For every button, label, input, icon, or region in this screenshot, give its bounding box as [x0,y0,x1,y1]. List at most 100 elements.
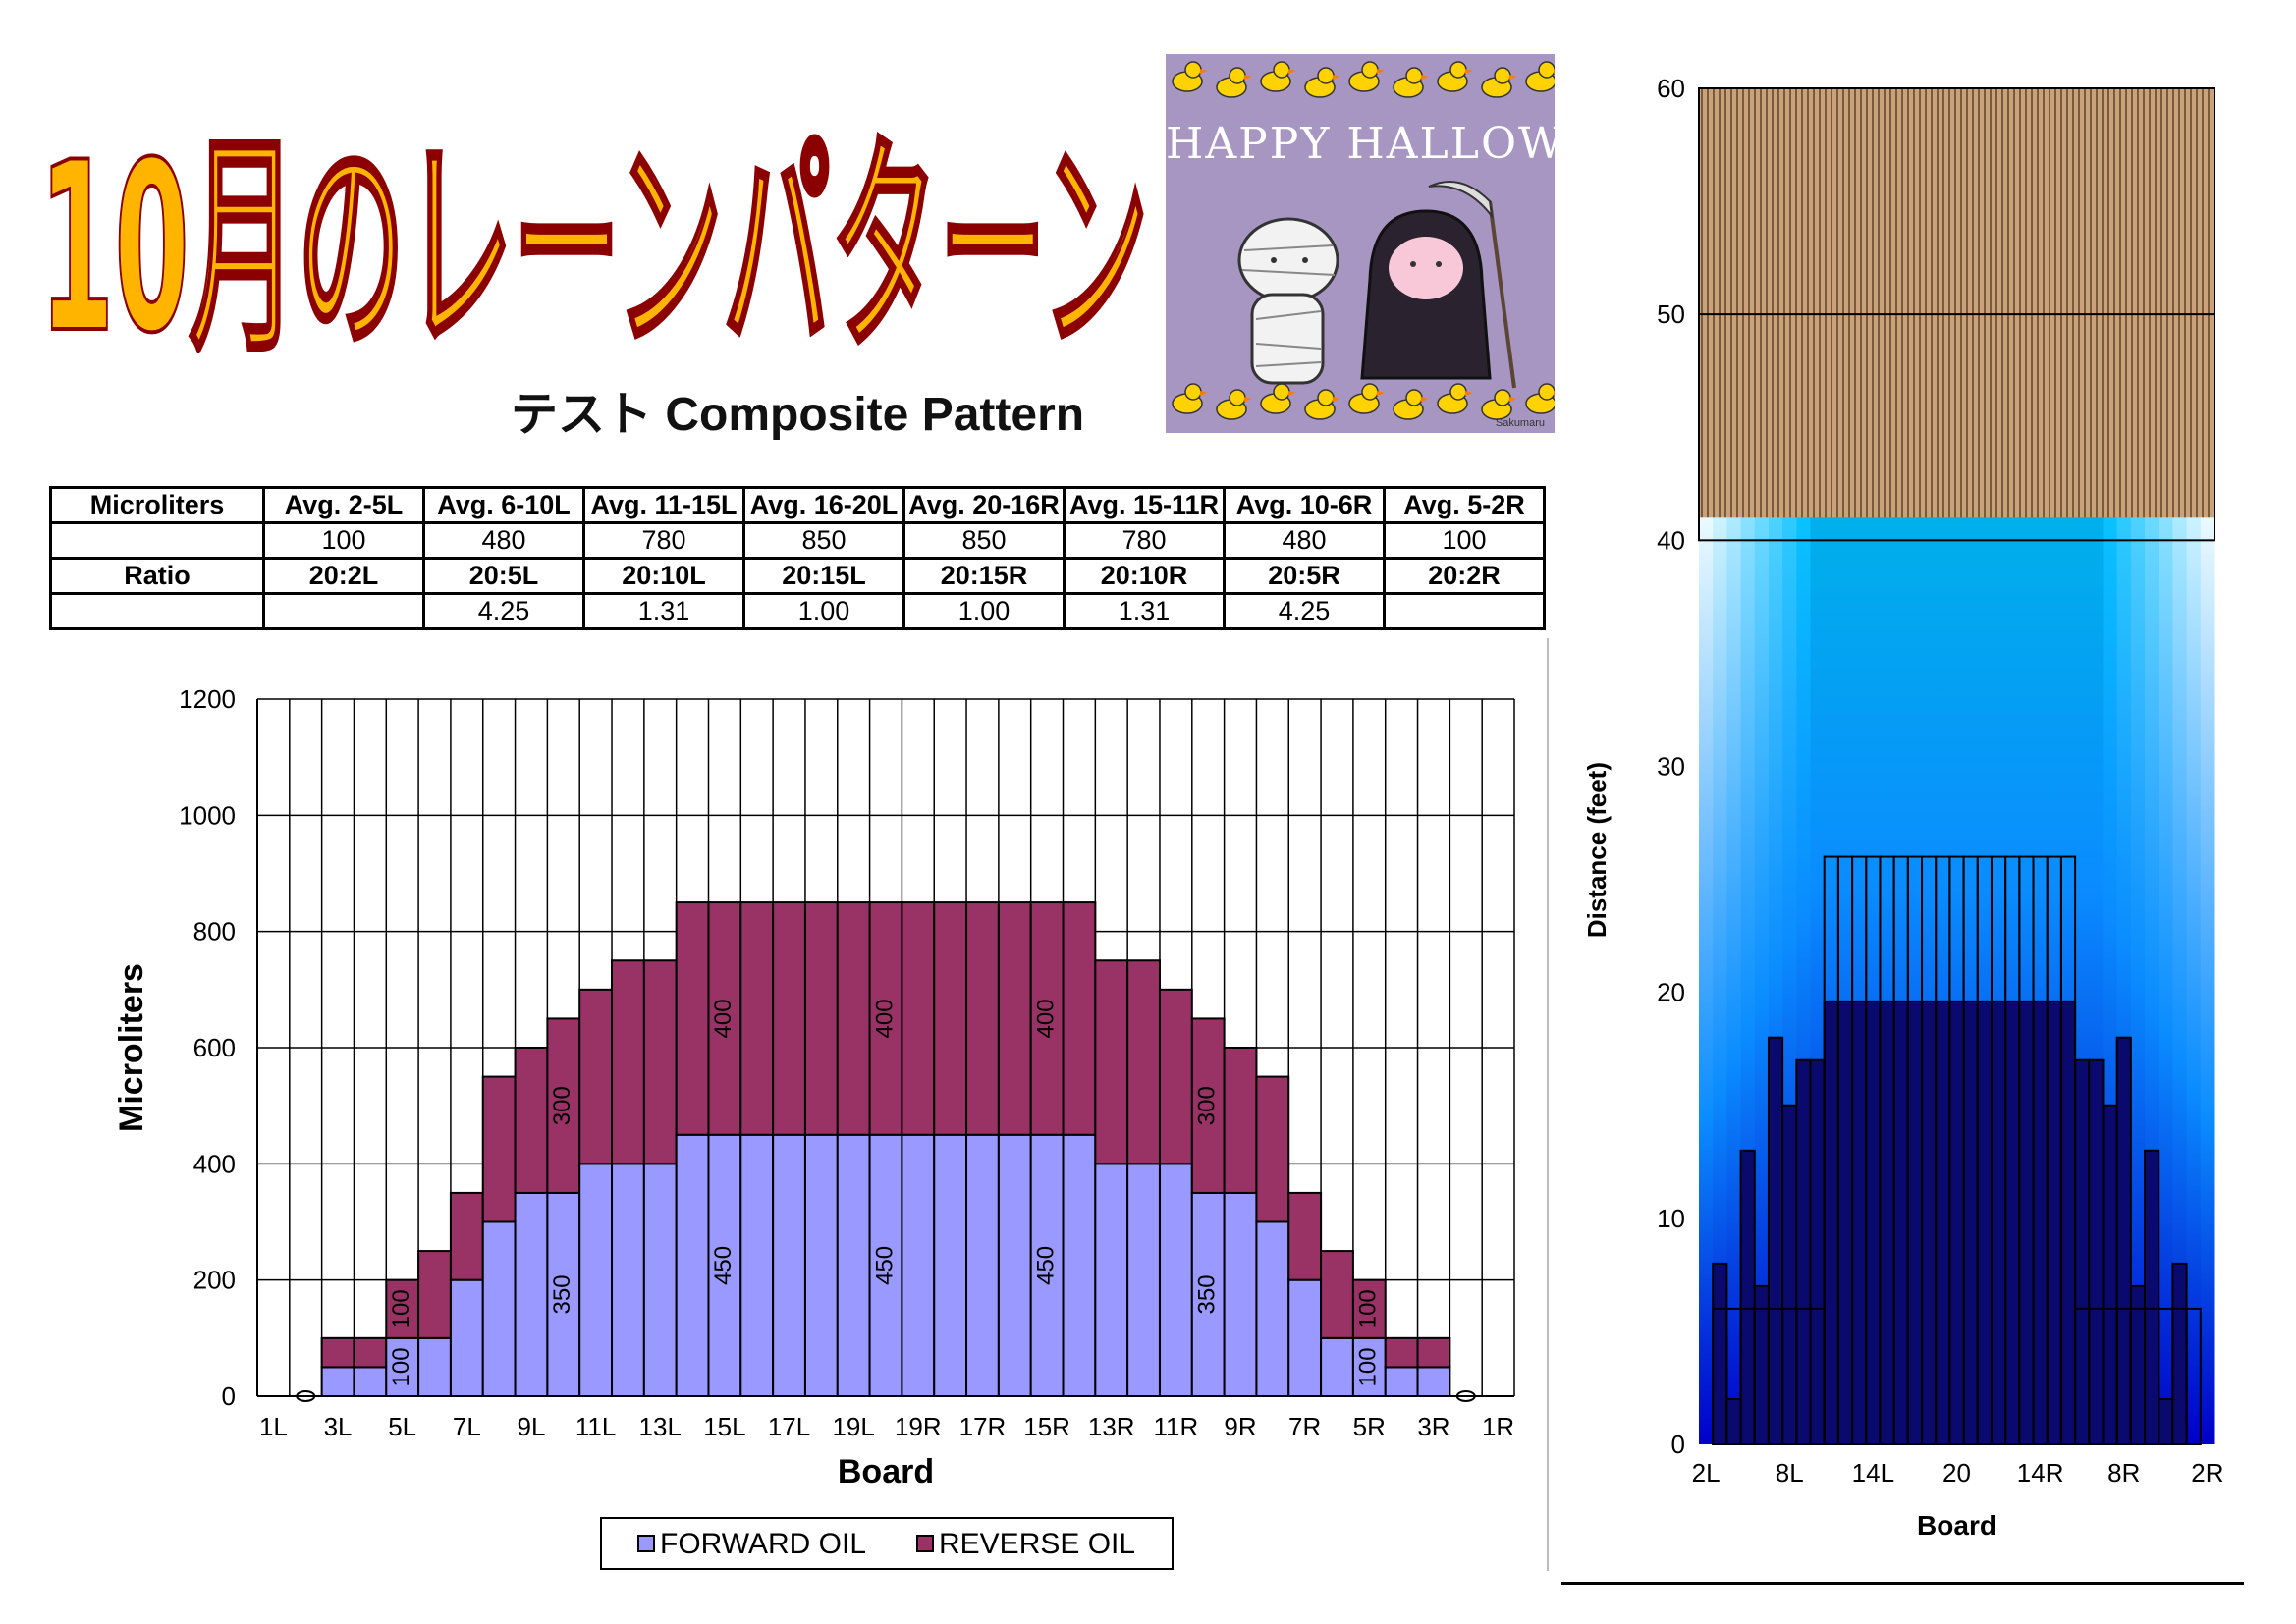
data-label: 300 [1194,1086,1221,1125]
bar-forward-oil [965,1133,1000,1397]
y-axis-label: Microliters [113,963,150,1132]
data-label: 100 [388,1289,414,1328]
forward-distance-bar [1851,1000,1868,1446]
bar-reverse-oil [772,901,806,1136]
lane-distance-chart: 0 10 20 30 40 50 60 2L 8L 14L 20 14R 8R 2R Board Distan… [1582,74,2224,1541]
duck-icon [1525,61,1555,92]
bar-forward-oil [1287,1278,1323,1398]
table-row: Microliters Avg. 2-5L Avg. 6-10L Avg. 11-15… [49,486,1546,524]
table-cell: Avg. 20-16R [902,486,1066,524]
table-cell: 20:2R [1383,557,1546,595]
data-label: 450 [710,1246,737,1285]
table-cell [49,521,265,560]
duck-icon [1481,67,1517,98]
legend: FORWARD OIL REVERSE OIL [600,1517,1174,1570]
y-axis-label: Distance (feet) [1582,762,1612,938]
duck-icon [1393,389,1429,420]
data-label: 350 [549,1274,575,1314]
bar-reverse-oil [933,901,968,1136]
forward-distance-bar [1809,1058,1826,1445]
oil-column [2130,517,2146,1444]
table-cell: 4.25 [1223,592,1386,630]
x-tick-label: 9L [518,1412,546,1441]
bar-forward-oil [836,1133,871,1397]
bar-forward-oil [1255,1220,1290,1397]
table-cell: 850 [902,521,1066,560]
table-row: Ratio 20:2L 20:5L 20:10L 20:15L 20:15R 20:10R 2… [49,557,1546,595]
forward-distance-bar [2158,1397,2174,1446]
x-tick-label: 7R [1288,1412,1321,1441]
x-tick-label: 17L [768,1412,810,1441]
x-tick-label: 5L [388,1412,416,1441]
table-cell: Avg. 10-6R [1223,486,1386,524]
table-cell: 20:10L [582,557,745,595]
bar-forward-oil [1062,1133,1097,1397]
x-tick-label: 1L [259,1412,288,1441]
ratio-table: Microliters Avg. 2-5L Avg. 6-10L Avg. 11-15… [49,486,1546,630]
x-tick-label: 20 [1942,1458,1971,1488]
data-label: 450 [1032,1246,1059,1285]
x-axis-label: Board [1917,1510,1996,1541]
bar-forward-oil [1094,1163,1129,1398]
oil-column [1754,517,1770,1444]
table-cell: 4.25 [422,592,585,630]
table-cell: 1.00 [742,592,905,630]
duck-icon [1216,67,1252,98]
table-cell: 1.00 [902,592,1066,630]
data-label: 300 [549,1086,575,1125]
bar-reverse-oil [739,901,775,1136]
table-cell: 1.31 [582,592,745,630]
duck-icon [1393,67,1429,98]
duck-icon [1172,61,1208,92]
x-tick-label: 5R [1353,1412,1386,1441]
data-label: 400 [710,999,737,1038]
forward-distance-bar [2032,1000,2049,1446]
bar-forward-oil [739,1133,775,1397]
x-tick-label: 9R [1224,1412,1256,1441]
forward-distance-bar [1879,1000,1895,1446]
table-cell: Ratio [49,557,265,595]
legend-box [600,1517,1174,1570]
y-tick-label: 30 [1657,752,1685,782]
data-label: 100 [1355,1289,1382,1328]
table-cell: 20:15R [902,557,1066,595]
forward-distance-bar [2102,1104,2118,1445]
forward-distance-bar [1781,1104,1798,1445]
forward-distance-bar [2018,1000,2035,1446]
duck-icon [1437,61,1473,92]
bar-forward-oil [353,1366,388,1398]
reverse-distance-bar [2185,1307,2202,1446]
table-cell: 480 [422,521,585,560]
x-tick-label: 19R [895,1412,942,1441]
forward-distance-bar [1725,1397,1742,1446]
bar-forward-oil [417,1336,452,1397]
forward-distance-bar [1921,1000,1938,1446]
wood-frame [1698,87,2215,542]
bar-reverse-oil [1255,1075,1290,1223]
bar-reverse-oil [1287,1191,1323,1281]
bar-forward-oil [803,1133,839,1397]
table-cell: 20:5R [1223,557,1386,595]
y-tick-label: 50 [1657,299,1685,329]
oil-column [1713,517,1727,1444]
forward-distance-bar [1990,1000,2007,1446]
bar-reverse-oil [1190,1017,1226,1194]
x-tick-label: 15L [703,1412,745,1441]
bottom-rule [1561,1582,2244,1585]
table-cell: 20:2L [262,557,425,595]
y-tick-label: 20 [1657,978,1685,1007]
halloween-illustration: HAPPY HALLOWEEN Sakumaru [1166,54,1555,433]
bar-forward-oil [901,1133,936,1397]
forward-distance-bar [1767,1036,1784,1445]
bar-reverse-oil [385,1278,420,1339]
table-cell: 1.31 [1063,592,1226,630]
y-tick-label: 400 [193,1149,236,1178]
bar-forward-oil [481,1220,517,1397]
table-cell [262,592,425,630]
bar-reverse-oil [417,1250,452,1339]
y-tick-label: 600 [193,1033,236,1062]
table-row: 100 480 780 850 850 780 480 100 [49,521,1546,560]
bar-reverse-oil [1158,988,1193,1165]
table-cell: Avg. 11-15L [582,486,745,524]
forward-distance-bar [2004,1000,2021,1446]
